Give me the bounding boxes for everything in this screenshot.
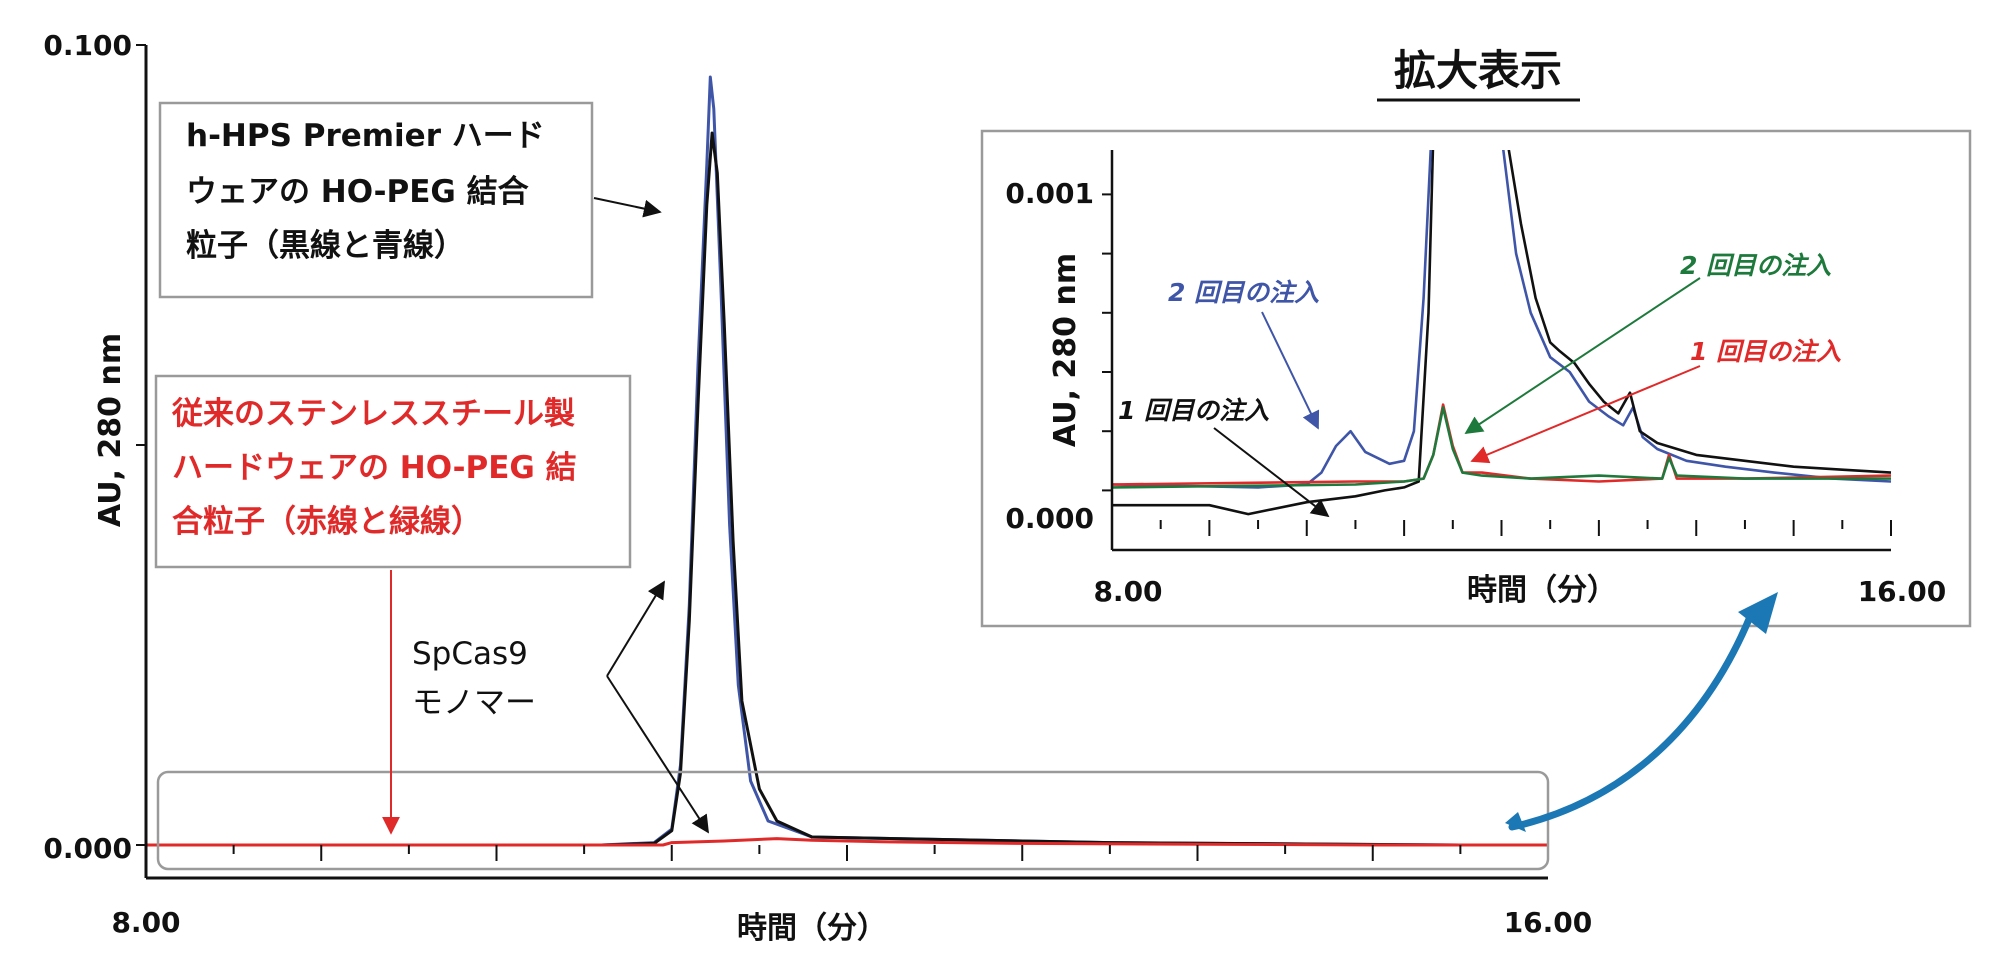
zoom-x-axis-title: 時間（分） bbox=[1467, 573, 1617, 608]
hps-premier-text-line2: ウェアの HO-PEG 結合 bbox=[186, 174, 529, 210]
zoom-series-black-3 bbox=[1507, 150, 1892, 474]
zoom-link-arrow-head bbox=[1738, 592, 1778, 634]
main-chart: 0.100 0.000 8.00 16.00 時間（分） AU, 280 nm bbox=[43, 29, 1592, 946]
zoom-link-arrow-tail bbox=[1505, 812, 1526, 832]
zoom-label-red-1st: 1 回目の注入 bbox=[1690, 337, 1841, 366]
main-x-ticks bbox=[145, 845, 1549, 861]
monomer-label-line1: SpCas9 bbox=[412, 636, 528, 672]
main-series-red-2 bbox=[146, 837, 1548, 847]
zoom-series-layer bbox=[1112, 150, 1892, 516]
zoom-series-black-0 bbox=[1112, 150, 1435, 516]
main-y-tick-label-top: 0.100 bbox=[43, 29, 132, 62]
main-x-tick-label-end: 16.00 bbox=[1504, 906, 1593, 939]
zoom-x-ticks bbox=[1111, 520, 1892, 536]
hps-premier-pointer-arrow bbox=[593, 197, 662, 218]
zoom-y-axis-title: AU, 280 nm bbox=[1048, 253, 1083, 447]
zoom-x-tick-label-start: 8.00 bbox=[1093, 575, 1162, 608]
hps-premier-text-line1: h-HPS Premier ハード bbox=[186, 118, 545, 154]
zoom-x-tick-label-end: 16.00 bbox=[1858, 575, 1947, 608]
main-series-black-1 bbox=[146, 131, 1548, 847]
zoom-label-green-2nd: 2 回目の注入 bbox=[1680, 251, 1831, 280]
stainless-text-line1: 従来のステンレススチール製 bbox=[171, 396, 575, 432]
zoom-arrow-green-2nd bbox=[1464, 277, 1701, 434]
zoom-panel-title: 拡大表示 bbox=[1394, 46, 1562, 95]
main-x-axis-title: 時間（分） bbox=[737, 911, 887, 946]
hps-premier-box-frame bbox=[158, 101, 594, 299]
zoom-y-tick-label-bottom: 0.000 bbox=[1005, 502, 1094, 535]
stainless-text-line3: 合粒子（赤線と緑線） bbox=[172, 504, 482, 540]
main-y-tick-label-bottom: 0.000 bbox=[43, 832, 132, 865]
zoom-panel-frame bbox=[980, 129, 1972, 628]
stainless-legend-box: 従来のステンレススチール製 ハードウェアの HO-PEG 結 合粒子（赤線と緑線… bbox=[154, 374, 632, 569]
zoom-chart: 0.001 0.000 8.00 16.00 時間（分） AU, 280 nm … bbox=[980, 129, 1972, 628]
main-y-axis-title: AU, 280 nm bbox=[93, 333, 128, 527]
zoom-arrow-blue-2nd bbox=[1261, 311, 1320, 430]
zoom-series-green-5 bbox=[1112, 406, 1891, 489]
stainless-box-frame bbox=[154, 374, 632, 569]
main-x-tick-label-start: 8.00 bbox=[111, 906, 180, 939]
zoom-arrow-red-1st bbox=[1470, 365, 1701, 464]
main-series-layer bbox=[146, 75, 1548, 847]
zoom-y-ticks bbox=[1102, 193, 1112, 492]
zoom-label-black-1st: 1 回目の注入 bbox=[1118, 396, 1269, 425]
stainless-text-line2: ハードウェアの HO-PEG 結 bbox=[172, 450, 577, 486]
hps-premier-legend-box: h-HPS Premier ハード ウェアの HO-PEG 結合 粒子（黒線と青… bbox=[158, 101, 594, 299]
zoom-link-arrow bbox=[1508, 608, 1756, 831]
zoom-series-blue-2 bbox=[1502, 150, 1892, 483]
zoom-arrow-black-1st bbox=[1213, 427, 1330, 518]
monomer-label-line2: モノマー bbox=[412, 685, 536, 721]
monomer-arrow-lower bbox=[606, 675, 709, 834]
main-y-ticks bbox=[136, 44, 146, 846]
zoom-label-blue-2nd: 2 回目の注入 bbox=[1168, 278, 1319, 307]
zoom-region-box bbox=[156, 770, 1550, 871]
monomer-arrow-upper bbox=[606, 580, 665, 677]
zoom-y-tick-label-top: 0.001 bbox=[1005, 177, 1094, 210]
hps-premier-text-line3: 粒子（黒線と青線） bbox=[186, 228, 465, 264]
